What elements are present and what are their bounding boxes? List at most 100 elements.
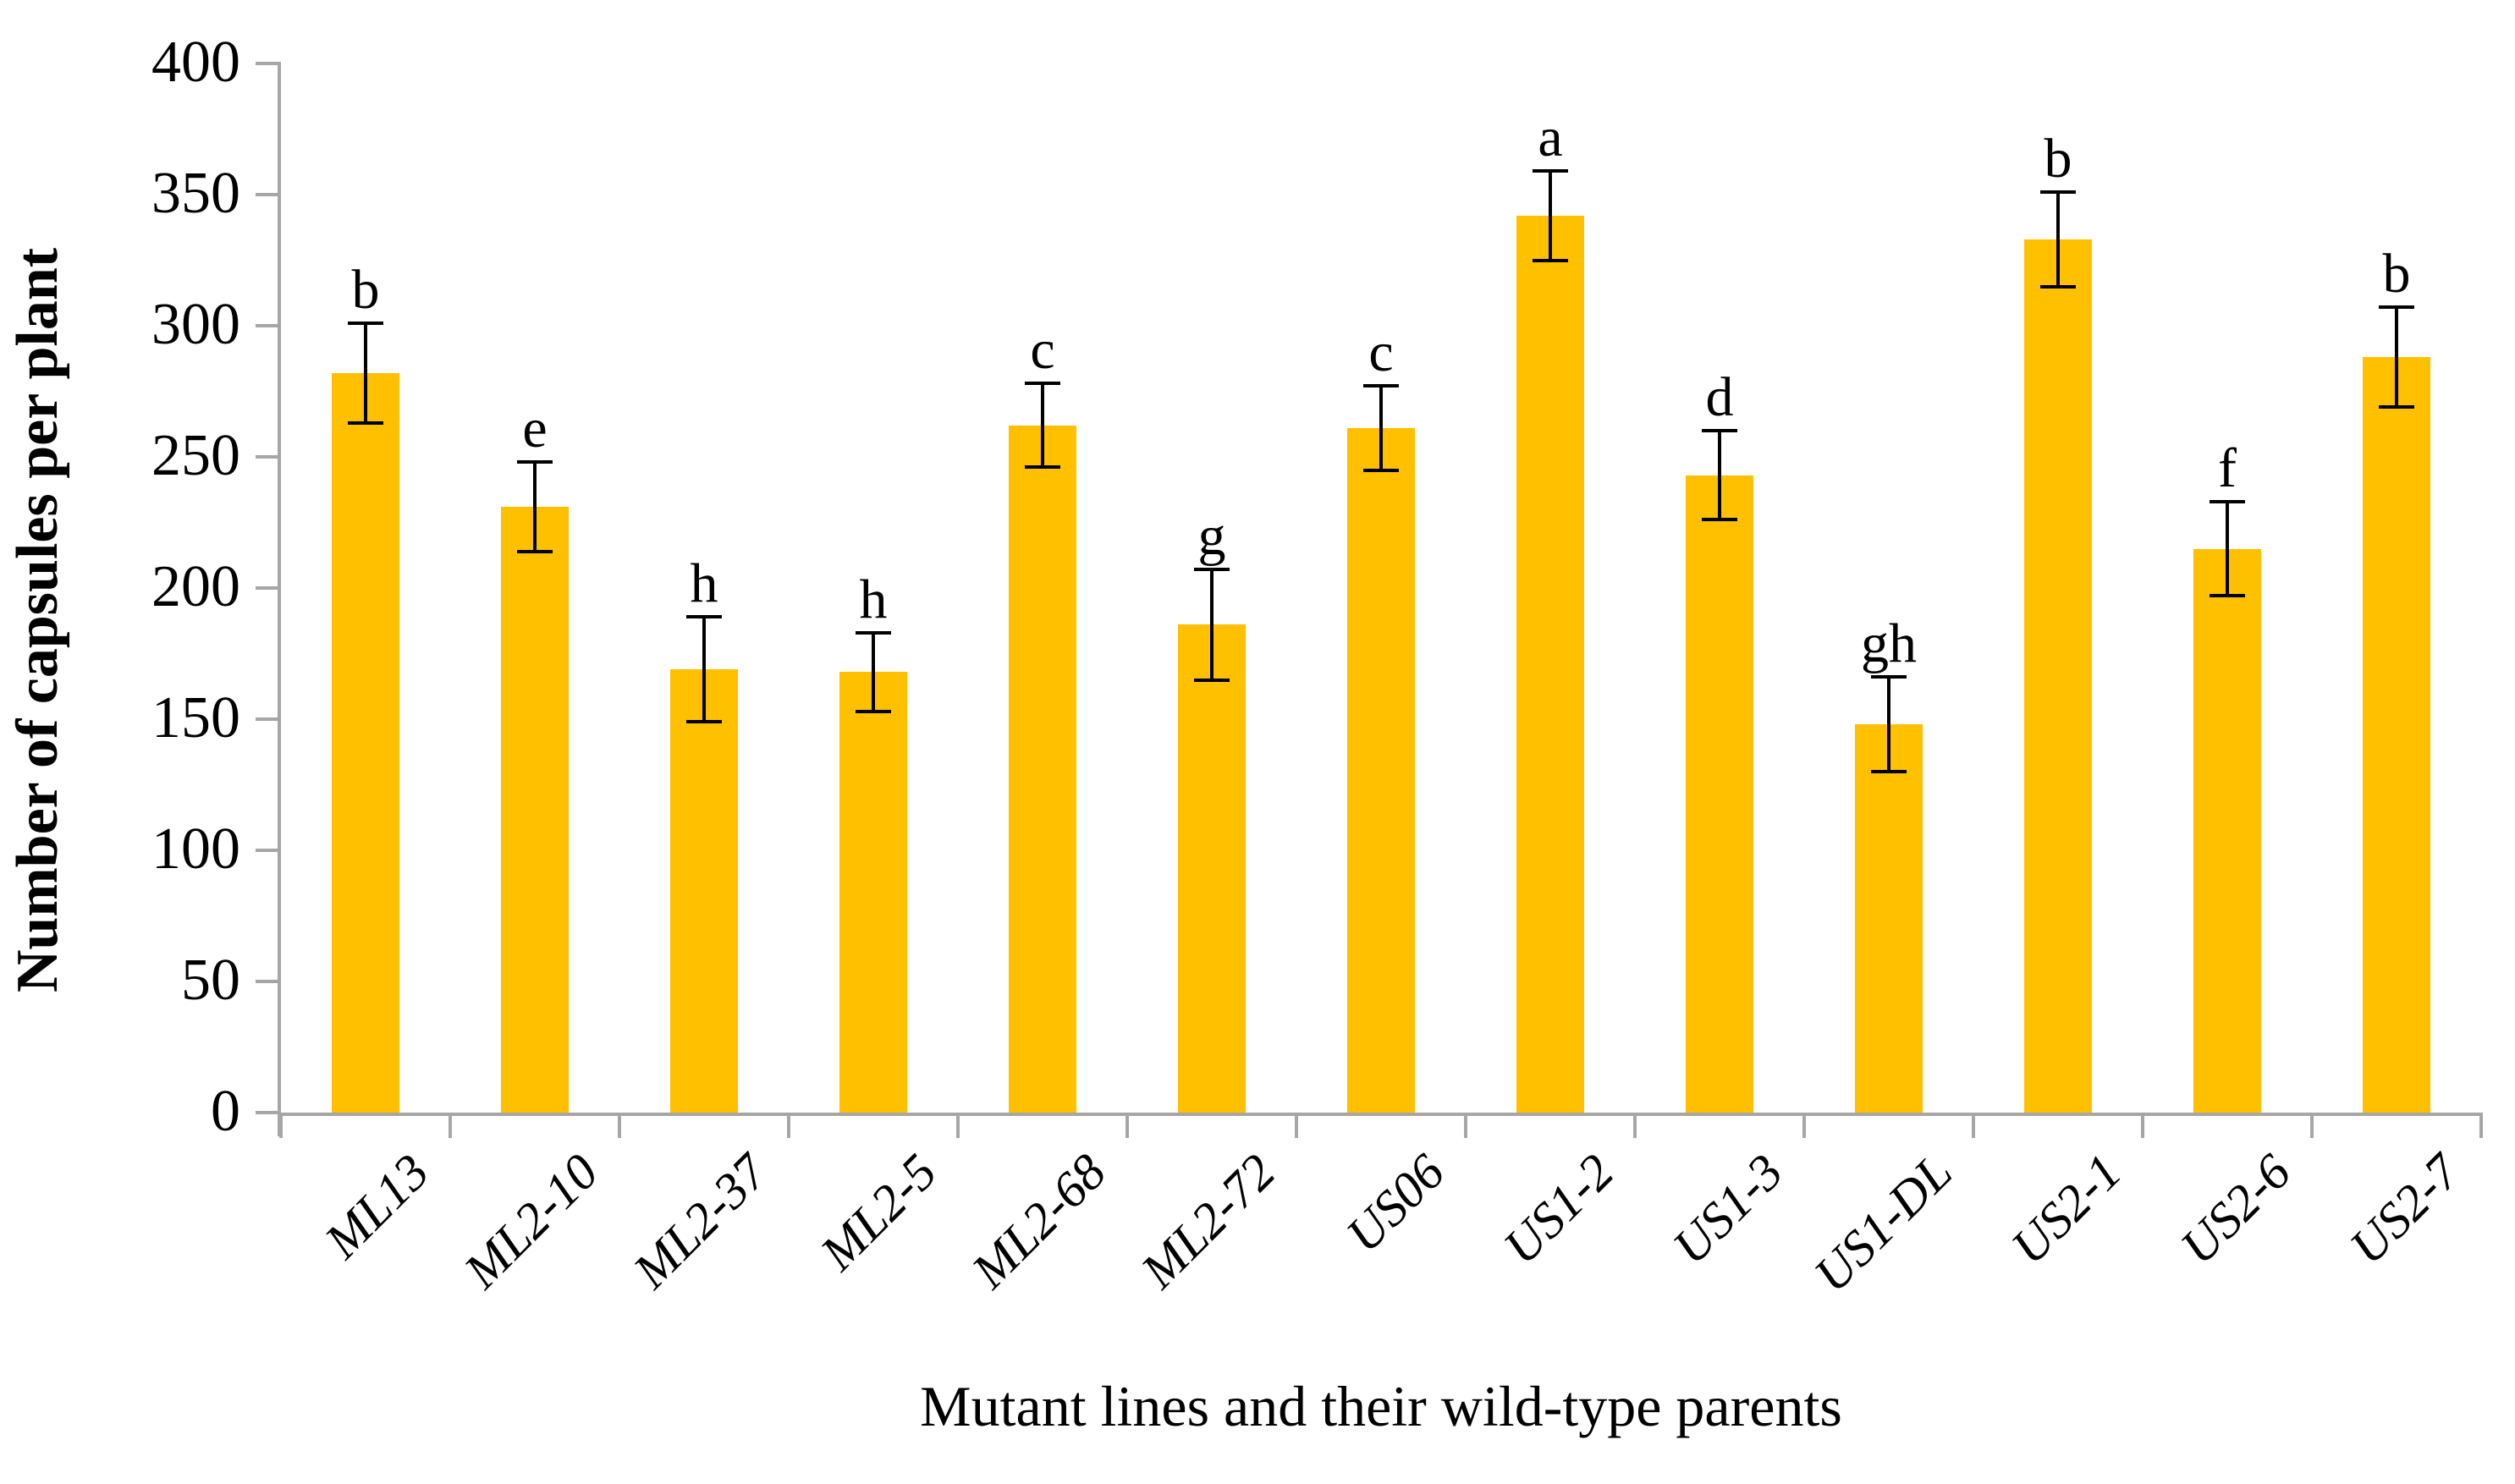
x-axis-tick bbox=[449, 1116, 452, 1138]
significance-letter: a bbox=[1538, 107, 1563, 169]
y-axis-line bbox=[278, 62, 281, 1136]
y-axis-tick bbox=[256, 193, 278, 196]
bar bbox=[2363, 357, 2430, 1113]
x-axis-tick bbox=[618, 1116, 621, 1138]
y-axis-tick-label: 100 bbox=[151, 816, 240, 882]
error-bar-cap-top bbox=[1871, 675, 1907, 679]
error-bar-cap-bottom bbox=[1194, 678, 1230, 682]
y-axis-tick-label: 300 bbox=[151, 292, 240, 357]
significance-letter: b bbox=[2044, 127, 2072, 190]
y-axis-tick bbox=[256, 455, 278, 459]
bar bbox=[1855, 724, 1923, 1113]
error-bar-cap-bottom bbox=[686, 720, 722, 724]
error-bar-cap-bottom bbox=[1025, 465, 1060, 470]
bar bbox=[2193, 548, 2261, 1113]
error-bar-cap-bottom bbox=[2379, 405, 2414, 409]
significance-letter: h bbox=[859, 568, 888, 630]
error-bar-cap-top bbox=[856, 630, 891, 635]
y-axis-tick-label: 200 bbox=[151, 554, 240, 619]
y-axis-tick-label: 150 bbox=[151, 685, 240, 750]
bar bbox=[1009, 425, 1076, 1113]
x-axis-tick bbox=[1464, 1116, 1467, 1138]
x-axis-tick bbox=[1972, 1116, 1975, 1138]
significance-letter: e bbox=[522, 398, 548, 460]
x-axis-tick bbox=[1295, 1116, 1298, 1138]
significance-letter: c bbox=[1368, 322, 1394, 384]
error-bar-line bbox=[1887, 677, 1890, 772]
y-axis-tick-label: 400 bbox=[151, 30, 240, 95]
y-axis-tick bbox=[256, 980, 278, 983]
error-bar-cap-top bbox=[2379, 305, 2414, 310]
error-bar-cap-top bbox=[2210, 499, 2245, 503]
error-bar-line bbox=[1379, 386, 1383, 470]
y-axis-tick bbox=[256, 586, 278, 590]
error-bar-cap-top bbox=[1363, 384, 1399, 388]
error-bar-cap-top bbox=[517, 460, 553, 464]
error-bar-cap-bottom bbox=[348, 420, 383, 425]
error-bar-cap-bottom bbox=[517, 549, 553, 553]
y-axis-tick bbox=[256, 62, 278, 65]
error-bar-line bbox=[2395, 307, 2398, 408]
y-axis-tick-label: 250 bbox=[151, 423, 240, 488]
x-axis-tick bbox=[2310, 1116, 2314, 1138]
x-axis-tick bbox=[2141, 1116, 2144, 1138]
error-bar-line bbox=[1041, 383, 1044, 468]
error-bar-line bbox=[364, 322, 367, 423]
significance-letter: d bbox=[1705, 366, 1734, 428]
bar bbox=[1178, 624, 1246, 1113]
error-bar-cap-top bbox=[1702, 429, 1737, 432]
x-axis-tick bbox=[279, 1116, 283, 1138]
y-axis-tick bbox=[256, 717, 278, 721]
error-bar-line bbox=[702, 617, 706, 723]
significance-letter: c bbox=[1030, 319, 1055, 382]
bar bbox=[1686, 475, 1753, 1113]
error-bar-cap-top bbox=[1533, 169, 1568, 173]
bar bbox=[839, 672, 907, 1113]
error-bar-cap-top bbox=[1194, 568, 1230, 572]
error-bar-cap-bottom bbox=[2210, 594, 2245, 598]
error-bar-line bbox=[2056, 191, 2060, 287]
error-bar-cap-top bbox=[2040, 190, 2076, 194]
x-axis-title: Mutant lines and their wild-type parents bbox=[920, 1374, 1842, 1438]
y-axis-tick bbox=[256, 1111, 278, 1114]
bar bbox=[501, 506, 569, 1113]
error-bar-cap-bottom bbox=[856, 709, 891, 713]
error-bar-cap-top bbox=[686, 615, 722, 619]
error-bar-line bbox=[533, 462, 537, 552]
bar bbox=[1347, 427, 1415, 1113]
bar bbox=[1516, 215, 1584, 1113]
x-axis-tick bbox=[956, 1116, 960, 1138]
error-bar-line bbox=[872, 632, 875, 712]
significance-letter: h bbox=[690, 552, 718, 615]
y-axis-tick-label: 350 bbox=[151, 161, 240, 226]
error-bar-cap-top bbox=[1025, 382, 1060, 386]
error-bar-line bbox=[1210, 569, 1213, 680]
significance-letter: g bbox=[1197, 505, 1226, 568]
error-bar-cap-bottom bbox=[1533, 258, 1568, 262]
x-axis-tick bbox=[1633, 1116, 1637, 1138]
error-bar-cap-bottom bbox=[1363, 468, 1399, 472]
error-bar-cap-bottom bbox=[2040, 284, 2076, 289]
significance-letter: b bbox=[2382, 243, 2411, 305]
x-axis-tick bbox=[787, 1116, 790, 1138]
error-bar-cap-bottom bbox=[1871, 770, 1907, 773]
significance-letter: b bbox=[351, 258, 380, 321]
significance-letter: f bbox=[2218, 437, 2237, 499]
x-axis-tick bbox=[1802, 1116, 1806, 1138]
x-axis-tick bbox=[2479, 1116, 2483, 1138]
error-bar-cap-bottom bbox=[1702, 518, 1737, 522]
error-bar-line bbox=[2226, 501, 2229, 596]
bar bbox=[332, 372, 399, 1113]
y-axis-tick-label: 0 bbox=[211, 1079, 240, 1144]
significance-letter: gh bbox=[1861, 613, 1917, 675]
y-axis-tick bbox=[256, 324, 278, 327]
y-axis-tick-label: 50 bbox=[181, 948, 240, 1013]
bar bbox=[2024, 239, 2092, 1113]
error-bar-line bbox=[1549, 171, 1552, 261]
bar bbox=[670, 669, 738, 1113]
error-bar-cap-top bbox=[348, 321, 383, 325]
y-axis-tick bbox=[256, 849, 278, 852]
x-axis-line bbox=[279, 1113, 2483, 1116]
x-axis-tick bbox=[1125, 1116, 1129, 1138]
